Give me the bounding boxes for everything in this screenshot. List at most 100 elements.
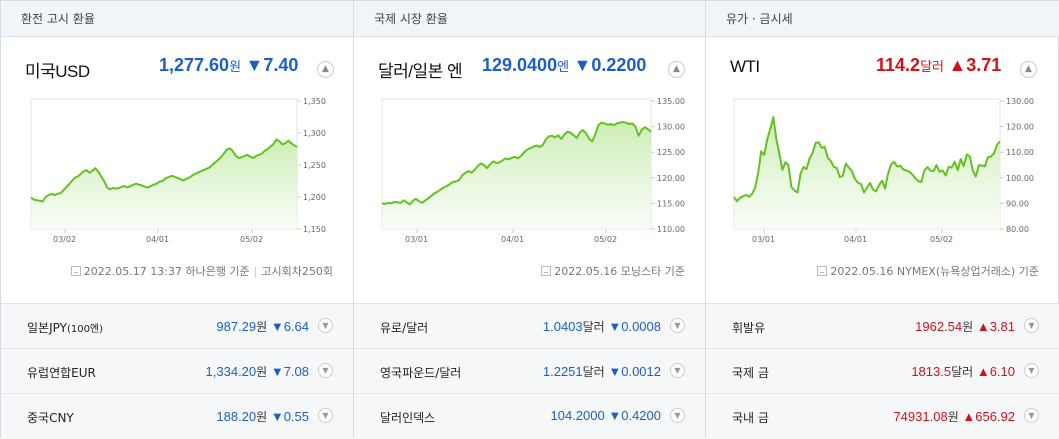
rate-value: 129.0400 — [482, 55, 558, 75]
series-area — [382, 122, 651, 229]
item-name-sub: (100엔) — [66, 324, 104, 335]
footer-source: 2022.05.16 NYMEX(뉴욕상업거래소) 기준 — [817, 263, 1039, 279]
sub-rates-list: 일본JPY(100엔) 987.29원 ▼6.64 ▼ 유럽연합EUR 1,33… — [1, 303, 353, 439]
item-value: 987.29 — [216, 319, 257, 334]
chevron-down-icon[interactable]: ▼ — [318, 363, 333, 378]
chevron-down-icon[interactable]: ▼ — [670, 318, 685, 333]
item-change: 0.55 — [283, 409, 309, 424]
divider: | — [253, 265, 258, 278]
item-name: 국제 금 — [732, 366, 769, 380]
item-change: 0.0008 — [621, 319, 661, 334]
chevron-down-icon[interactable]: ▼ — [1024, 408, 1039, 423]
quote-value: 114.2달러 ▲3.71 — [876, 55, 1001, 76]
item-unit: 달러 — [582, 365, 605, 379]
chart-source-icon — [70, 266, 81, 276]
item-change: 0.4200 — [621, 408, 661, 423]
change-arrow: ▲ — [948, 55, 967, 75]
item-quote: 188.20원 ▼0.55 — [216, 408, 309, 425]
list-item[interactable]: 휘발유 1962.54원 ▲3.81 ▼ — [706, 304, 1059, 349]
list-item[interactable]: 일본JPY(100엔) 987.29원 ▼6.64 ▼ — [1, 304, 353, 349]
chart-source-icon — [817, 266, 828, 276]
x-tick-label: 03/01 — [405, 235, 428, 244]
item-unit: 원 — [947, 410, 959, 424]
x-tick-label: 05/02 — [594, 235, 617, 244]
list-item[interactable]: 영국파운드/달러 1.2251달러 ▼0.0012 ▼ — [354, 349, 705, 394]
item-arrow: ▼ — [270, 409, 284, 424]
chevron-down-icon[interactable]: ▼ — [1024, 363, 1039, 378]
change-arrow: ▼ — [573, 55, 592, 75]
list-item[interactable]: 유럽연합EUR 1,334.20원 ▼7.08 ▼ — [1, 349, 353, 394]
list-item[interactable]: 달러인덱스 104.2000 ▼0.4200 ▼ — [354, 394, 705, 439]
footer-source-name: 모닝스타 기준 — [620, 265, 685, 278]
y-tick-label: 90.00 — [1006, 199, 1029, 208]
panel-title: 환전 고시 환율 — [1, 1, 353, 37]
item-arrow: ▼ — [270, 319, 284, 334]
commodity-name[interactable]: WTI — [730, 57, 760, 76]
item-arrow: ▼ — [608, 408, 622, 423]
footer-source: 2022.05.17 13:37 하나은행 기준 | 고시회차250회 — [70, 263, 333, 279]
y-tick-label: 130.00 — [1006, 97, 1034, 106]
footer-date: 2022.05.16 — [554, 265, 618, 278]
panel-title: 유가 · 금시세 — [706, 1, 1059, 37]
y-tick-label: 110.00 — [657, 225, 685, 234]
currency-name[interactable]: 미국USD — [25, 62, 90, 81]
rate-unit: 원 — [229, 59, 242, 74]
footer-date: 2022.05.17 13:37 — [83, 265, 182, 278]
item-name: 국내 금 — [732, 411, 769, 425]
chevron-down-icon[interactable]: ▼ — [670, 408, 685, 423]
item-quote: 1.2251달러 ▼0.0012 — [543, 363, 661, 380]
item-value: 74931.08 — [893, 409, 948, 424]
y-tick-label: 1,150 — [303, 225, 326, 234]
rate-chart: 135.00 130.00 125.00 120.00 115.00 110.00 03/0… — [354, 89, 706, 253]
footer-source: 2022.05.16 모닝스타 기준 — [541, 263, 685, 279]
list-item[interactable]: 국제 금 1813.5달러 ▲6.10 ▼ — [706, 349, 1059, 394]
currency-name[interactable]: 달러/일본 엔 — [378, 62, 463, 81]
change-arrow: ▼ — [245, 55, 264, 75]
y-tick-label: 130.00 — [657, 123, 685, 132]
item-name-text: 유럽연합EUR — [27, 366, 96, 380]
price-unit: 달러 — [920, 59, 944, 74]
chevron-up-icon[interactable]: ▲ — [668, 61, 685, 78]
item-change: 656.92 — [975, 409, 1015, 424]
footer-source-name: 하나은행 기준 — [185, 265, 250, 278]
rate-value: 1,277.60 — [159, 55, 230, 75]
item-change: 6.64 — [283, 319, 309, 334]
item-value: 1813.5 — [911, 364, 952, 379]
item-value: 1,334.20 — [205, 364, 257, 379]
chevron-down-icon[interactable]: ▼ — [318, 408, 333, 423]
y-tick-label: 120.00 — [1006, 123, 1034, 132]
item-unit: 원 — [256, 320, 268, 334]
line-chart: 130.00 120.00 110.00 100.00 90.00 80.00 03/01 0… — [733, 97, 1034, 244]
footer-source-name: NYMEX(뉴욕상업거래소) 기준 — [896, 265, 1039, 278]
chevron-down-icon[interactable]: ▼ — [318, 318, 333, 333]
chevron-up-icon[interactable]: ▲ — [1020, 61, 1037, 78]
x-tick-label: 03/01 — [752, 235, 775, 244]
x-tick-label: 04/01 — [501, 235, 524, 244]
item-quote: 1,334.20원 ▼7.08 — [206, 363, 309, 380]
chevron-up-icon[interactable]: ▲ — [317, 61, 334, 78]
series-area — [734, 117, 1000, 229]
y-tick-label: 1,300 — [303, 129, 326, 138]
chevron-down-icon[interactable]: ▼ — [1024, 318, 1039, 333]
item-quote: 1813.5달러 ▲6.10 — [911, 363, 1015, 380]
chevron-down-icon[interactable]: ▼ — [670, 363, 685, 378]
item-name: 유로/달러 — [380, 321, 429, 335]
list-item[interactable]: 유로/달러 1.0403달러 ▼0.0008 ▼ — [354, 304, 705, 349]
change-value: 0.2200 — [591, 55, 647, 75]
item-arrow: ▼ — [608, 319, 622, 334]
y-tick-label: 120.00 — [657, 174, 685, 183]
item-name: 유럽연합EUR — [27, 364, 96, 381]
main-quote[interactable]: 미국USD 1,277.60원 ▼7.40 ▲ — [1, 55, 353, 85]
panel-exchange-notice: 환전 고시 환율 미국USD 1,277.60원 ▼7.40 ▲ 1,350 1,… — [1, 1, 354, 439]
item-change: 6.10 — [989, 364, 1015, 379]
list-item[interactable]: 중국CNY 188.20원 ▼0.55 ▼ — [1, 394, 353, 439]
item-quote: 1962.54원 ▲3.81 — [915, 318, 1015, 335]
list-item[interactable]: 국내 금 74931.08원 ▲656.92 ▼ — [706, 394, 1059, 439]
item-arrow: ▼ — [270, 364, 284, 379]
panel-title: 국제 시장 환율 — [354, 1, 705, 37]
main-quote[interactable]: WTI 114.2달러 ▲3.71 ▲ — [706, 55, 1059, 85]
main-quote[interactable]: 달러/일본 엔 129.0400엔 ▼0.2200 ▲ — [354, 55, 705, 85]
item-unit: 달러 — [582, 320, 605, 334]
item-value: 1962.54 — [915, 319, 963, 334]
